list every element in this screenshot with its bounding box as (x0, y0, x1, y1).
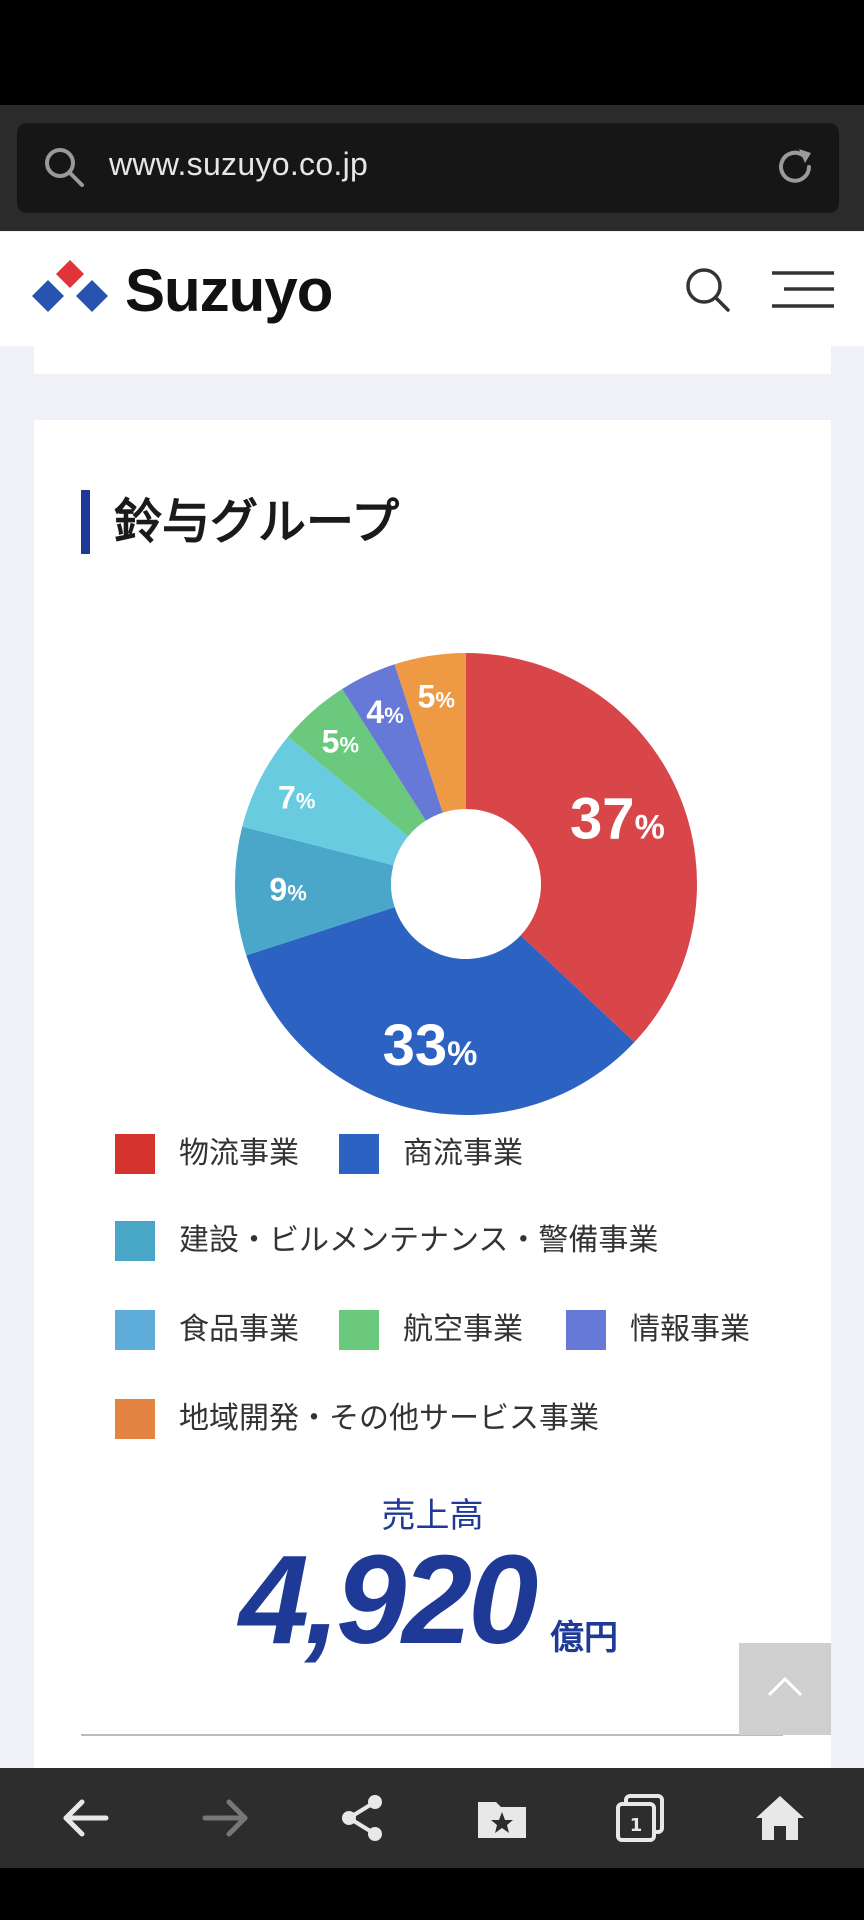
divider (81, 1734, 783, 1736)
suzuyo-logo-mark[interactable] (30, 258, 110, 318)
hamburger-menu-icon[interactable] (770, 270, 836, 310)
search-icon[interactable] (684, 266, 732, 314)
back-arrow-icon[interactable] (58, 1790, 114, 1846)
forward-arrow-icon[interactable] (197, 1790, 253, 1846)
data-label: 5% (418, 678, 455, 714)
tab-count: 1 (630, 1815, 643, 1836)
share-icon[interactable] (335, 1790, 391, 1846)
tabs-icon[interactable]: 1 (612, 1790, 668, 1846)
search-icon (45, 148, 84, 187)
back-to-top-button[interactable] (739, 1643, 831, 1735)
data-label: 5% (322, 723, 359, 759)
system-bottom-bar (0, 1868, 864, 1920)
legend-label: 食品事業 (179, 1312, 299, 1347)
data-label: 9% (269, 872, 306, 908)
sales-value: 4,920 (239, 1529, 538, 1670)
legend-label: 建設・ビルメンテナンス・警備事業 (179, 1223, 659, 1258)
legend-label: 航空事業 (403, 1312, 523, 1347)
legend-label: 物流事業 (179, 1136, 299, 1171)
browser-bottom-nav: 1 (0, 1768, 864, 1868)
title-accent-bar (81, 490, 90, 554)
url-text[interactable]: www.suzuyo.co.jp (109, 146, 369, 182)
browser-url-bar: www.suzuyo.co.jp (0, 105, 864, 231)
chevron-up-icon (767, 1676, 803, 1697)
sales-label: 売上高 (381, 1496, 484, 1536)
legend-swatch (115, 1221, 155, 1261)
pie-slice (342, 664, 443, 821)
data-label: 33% (383, 1013, 478, 1078)
data-label: 4% (366, 694, 403, 730)
pie-slice (246, 907, 635, 1115)
site-header: Suzuyo (0, 232, 864, 346)
legend-swatch (339, 1134, 379, 1174)
legend-swatch (115, 1310, 155, 1350)
donut-chart: 37%33%9%7%5%4%5% (235, 653, 697, 1115)
sales-unit: 億円 (550, 1618, 618, 1658)
group-card: 鈴与グループ 37% 33% 9% 7% 5% 4% 5% 物流事業 商流事業 建設・ビルメ… (34, 420, 831, 1800)
pie-slice (466, 653, 697, 1043)
legend-swatch (115, 1134, 155, 1174)
bookmark-folder-icon[interactable] (474, 1790, 530, 1846)
legend-label: 情報事業 (630, 1312, 750, 1347)
status-bar (0, 0, 864, 105)
data-label: 7% (278, 780, 315, 816)
previous-card (34, 346, 831, 374)
legend-swatch (566, 1310, 606, 1350)
url-field[interactable]: www.suzuyo.co.jp (17, 123, 839, 213)
section-title: 鈴与グループ (114, 494, 400, 550)
pie-slice (235, 826, 395, 956)
legend-label: 商流事業 (403, 1136, 523, 1171)
home-icon[interactable] (752, 1790, 808, 1846)
legend-label: 地域開発・その他サービス事業 (179, 1401, 599, 1436)
logo-text[interactable]: Suzuyo (125, 257, 333, 324)
pie-slice (394, 653, 466, 813)
data-label: 37% (570, 786, 665, 851)
legend-swatch (115, 1399, 155, 1439)
pie-slice (242, 736, 409, 866)
legend-swatch (339, 1310, 379, 1350)
reload-icon[interactable] (771, 143, 819, 191)
pie-slice (288, 688, 426, 837)
